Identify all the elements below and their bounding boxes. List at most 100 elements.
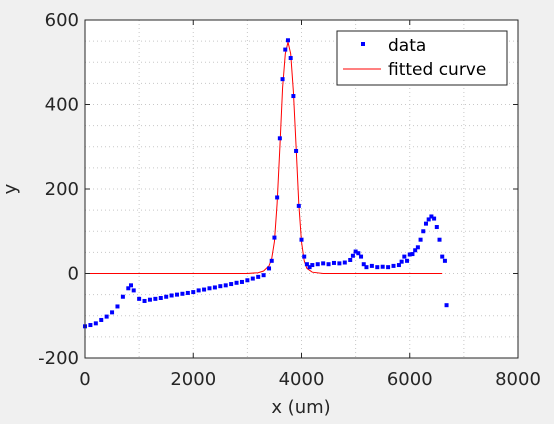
data-point xyxy=(275,195,280,200)
legend-data-label: data xyxy=(388,36,426,56)
data-point xyxy=(407,252,412,257)
data-point xyxy=(131,288,136,293)
data-point xyxy=(364,265,369,270)
data-point xyxy=(440,254,445,259)
data-point xyxy=(402,254,407,259)
data-point xyxy=(88,323,93,328)
data-point xyxy=(153,296,158,301)
data-point xyxy=(380,264,385,269)
data-point xyxy=(129,283,134,288)
data-point xyxy=(326,262,331,267)
data-point xyxy=(415,245,420,250)
data-point xyxy=(147,297,152,302)
data-point xyxy=(137,296,142,301)
data-point xyxy=(359,254,364,259)
data-point xyxy=(429,214,434,219)
data-point xyxy=(110,310,115,315)
data-series xyxy=(83,38,449,329)
data-point xyxy=(353,249,358,254)
data-point xyxy=(405,258,410,263)
legend-box xyxy=(336,30,508,86)
data-point xyxy=(180,291,185,296)
grid xyxy=(85,20,518,358)
data-point xyxy=(250,276,255,281)
data-point xyxy=(269,258,274,263)
data-point xyxy=(142,298,147,303)
y-tick-label: 200 xyxy=(45,179,79,200)
x-tick-label: 8000 xyxy=(495,369,541,390)
legend-data-marker xyxy=(361,42,365,46)
data-point xyxy=(267,266,272,271)
data-point xyxy=(423,221,428,226)
data-point xyxy=(256,274,261,279)
data-point xyxy=(310,263,315,268)
data-point xyxy=(399,259,404,264)
data-point xyxy=(386,265,391,270)
data-point xyxy=(296,203,301,208)
data-point xyxy=(272,235,277,240)
data-point xyxy=(442,258,447,263)
data-point xyxy=(158,296,163,301)
data-point xyxy=(356,251,361,256)
legend: data fitted curve xyxy=(336,30,508,86)
data-point xyxy=(302,254,307,259)
data-point xyxy=(120,294,125,299)
data-point xyxy=(185,290,190,295)
data-point xyxy=(175,292,180,297)
data-point xyxy=(202,287,207,292)
data-point xyxy=(223,283,228,288)
data-point xyxy=(280,77,285,82)
data-point xyxy=(104,314,109,319)
data-point xyxy=(350,253,355,258)
data-point xyxy=(115,304,120,309)
data-point xyxy=(191,290,196,295)
data-point xyxy=(391,263,396,268)
data-point xyxy=(426,217,431,222)
x-tick-label: 2000 xyxy=(170,369,216,390)
data-point xyxy=(375,265,380,270)
data-point xyxy=(331,260,336,265)
data-point xyxy=(361,262,366,267)
x-tick-label: 4000 xyxy=(279,369,325,390)
data-point xyxy=(315,262,320,267)
data-point xyxy=(245,278,250,283)
y-tick-label: 400 xyxy=(45,95,79,116)
data-point xyxy=(218,284,223,289)
data-point xyxy=(212,285,217,290)
data-point xyxy=(99,317,104,322)
data-point xyxy=(207,286,212,291)
data-point xyxy=(126,286,131,291)
data-point xyxy=(307,265,312,270)
data-point xyxy=(437,237,442,242)
data-point xyxy=(164,294,169,299)
data-point xyxy=(288,56,293,61)
data-point xyxy=(396,263,401,268)
data-point xyxy=(234,280,239,285)
data-point xyxy=(321,261,326,266)
data-point xyxy=(304,262,309,267)
data-point xyxy=(229,282,234,287)
data-point xyxy=(291,94,296,99)
data-point xyxy=(294,148,299,153)
data-point xyxy=(413,248,418,253)
data-point xyxy=(93,321,98,326)
legend-fit-label: fitted curve xyxy=(388,60,486,80)
data-point xyxy=(169,293,174,298)
x-tick-label: 6000 xyxy=(387,369,433,390)
data-point xyxy=(285,38,290,43)
data-point xyxy=(421,229,426,234)
data-point xyxy=(432,216,437,221)
y-tick-label: -200 xyxy=(38,348,79,369)
x-axis-label: x (um) xyxy=(271,397,330,418)
data-point xyxy=(283,47,288,52)
y-tick-label: 600 xyxy=(45,10,79,31)
data-point xyxy=(434,225,439,230)
data-point xyxy=(277,136,282,141)
data-point xyxy=(261,273,266,278)
y-axis-label: y xyxy=(0,183,21,194)
data-point xyxy=(418,237,423,242)
x-tick-label: 0 xyxy=(79,369,90,390)
data-point xyxy=(299,237,304,242)
